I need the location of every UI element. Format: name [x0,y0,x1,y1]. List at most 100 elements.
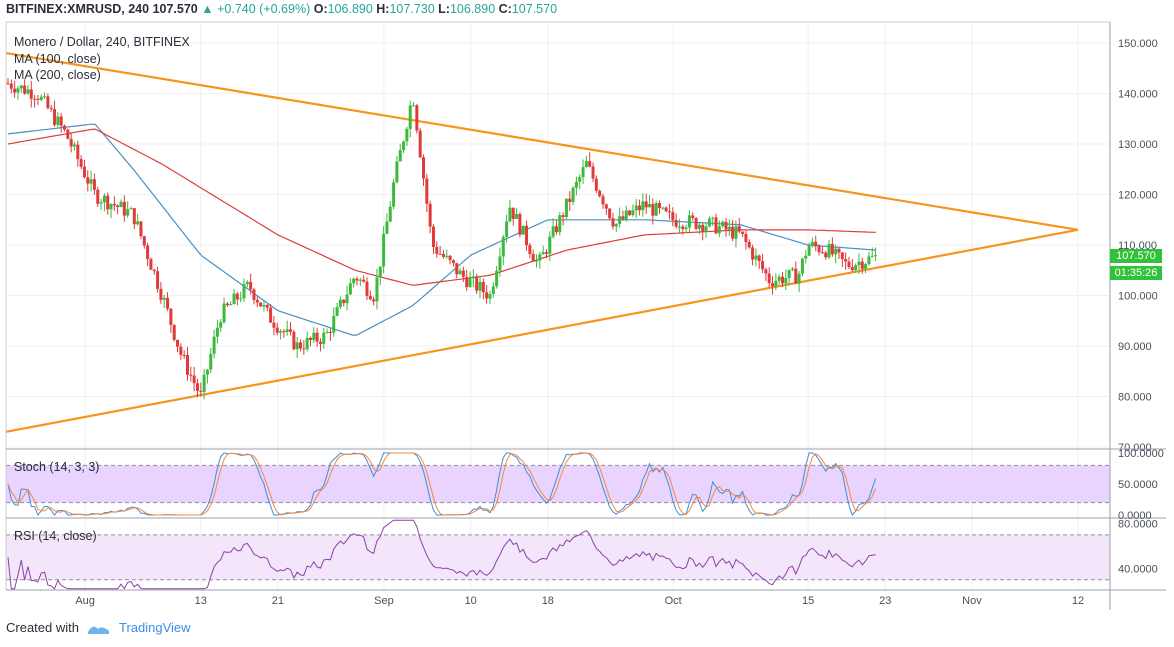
last-price: 107.570 [152,2,198,16]
candle-body [814,241,818,247]
candle-body [96,189,100,204]
candle-body [438,253,442,255]
candle-body [847,261,851,267]
candle-body [508,207,512,222]
candle-body [614,223,618,227]
y-tick-label: 130.000 [1118,139,1158,151]
candle-body [757,255,761,262]
x-tick-label: 21 [272,595,284,607]
candle-body [435,246,439,254]
candle-body [418,130,422,158]
candle-body [528,245,532,254]
candle-body [375,277,379,302]
x-tick-label: 23 [879,595,891,607]
rsi-label: RSI (14, close) [14,529,97,543]
candle-body [631,210,635,216]
low-label: L: [438,2,450,16]
open-label: O: [313,2,328,16]
candle-body [611,218,615,227]
grid [6,22,1110,590]
stoch-d-line [7,452,877,516]
candle-body [857,261,861,266]
close-label: C: [498,2,512,16]
candle-body [328,332,332,334]
candle-body [136,221,140,225]
candle-body [554,226,558,233]
candle-body [638,205,642,211]
candle-body [195,383,199,391]
x-tick-label: Nov [962,595,982,607]
legend-ma100: MA (100, close) [14,51,101,66]
candle-body [126,209,130,216]
x-tick-label: Sep [374,595,394,607]
plot-frame [5,21,1111,591]
candle-body [495,270,499,287]
rsi-tick-label: 40.0000 [1118,564,1158,576]
rsi-line [7,519,876,590]
candle-body [146,245,150,259]
candle-body [69,138,73,147]
candle-body [498,256,502,271]
candle-body [242,284,246,299]
candle-body [677,226,681,228]
candle-body [132,208,136,225]
candle-body [405,128,409,142]
oscillator-lines [7,452,877,590]
candle-body [295,342,299,350]
candle-body [491,286,495,295]
candle-body [664,207,668,212]
y-tick-label: 70.000 [1118,442,1152,454]
candle-body [458,270,462,275]
stoch-tick-label: 100.0000 [1118,448,1164,460]
footer-created: Created with [6,620,79,635]
candle-body [129,208,133,210]
candle-body [199,390,203,392]
candle-body [6,83,10,85]
candle-body [342,299,346,304]
candle-body [345,294,349,304]
candle-body [511,207,515,219]
legend-ma200: MA (200, close) [14,68,101,82]
candle-body [185,355,189,375]
x-tick-label: 15 [802,595,814,607]
candle-body [36,98,40,100]
candle-body [338,299,342,308]
footer-brand[interactable]: TradingView [118,620,191,635]
y-tick-label: 140.000 [1118,89,1158,101]
y-tick-label: 150.000 [1118,38,1158,50]
candle-body [701,224,705,232]
candle-body [538,254,542,261]
candle-body [402,141,406,151]
candle-body [561,215,565,218]
candle-body [674,220,678,227]
legend-title: Monero / Dollar, 240, BITFINEX [14,35,190,49]
candle-body [318,341,322,344]
candle-body [608,208,612,219]
candle-body [751,247,755,260]
candle-body [667,211,671,213]
candle-body [255,299,259,303]
candle-body [202,374,206,392]
change-value: ▲ +0.740 (+0.69%) [201,2,311,16]
candle-body [235,293,239,300]
candle-body [525,225,529,246]
candle-body [874,255,878,257]
candle-body [166,297,170,309]
candle-body [149,258,153,270]
symbol-header: BITFINEX:XMRUSD, 240 107.570 ▲ +0.740 (+… [6,2,557,16]
candle-body [448,255,452,261]
candle-body [398,150,402,162]
candle-body [19,85,23,89]
candle-body [850,266,854,271]
candle-body [395,161,399,183]
candle-body [827,243,831,258]
candle-body [810,241,814,246]
candle-body [621,216,625,220]
candle-body [352,278,356,284]
candle-body [16,88,20,93]
candle-body [777,276,781,281]
candle-body [23,85,27,94]
chart-legend: Monero / Dollar, 240, BITFINEX MA (100, … [14,34,190,84]
open-value: 106.890 [327,2,373,16]
